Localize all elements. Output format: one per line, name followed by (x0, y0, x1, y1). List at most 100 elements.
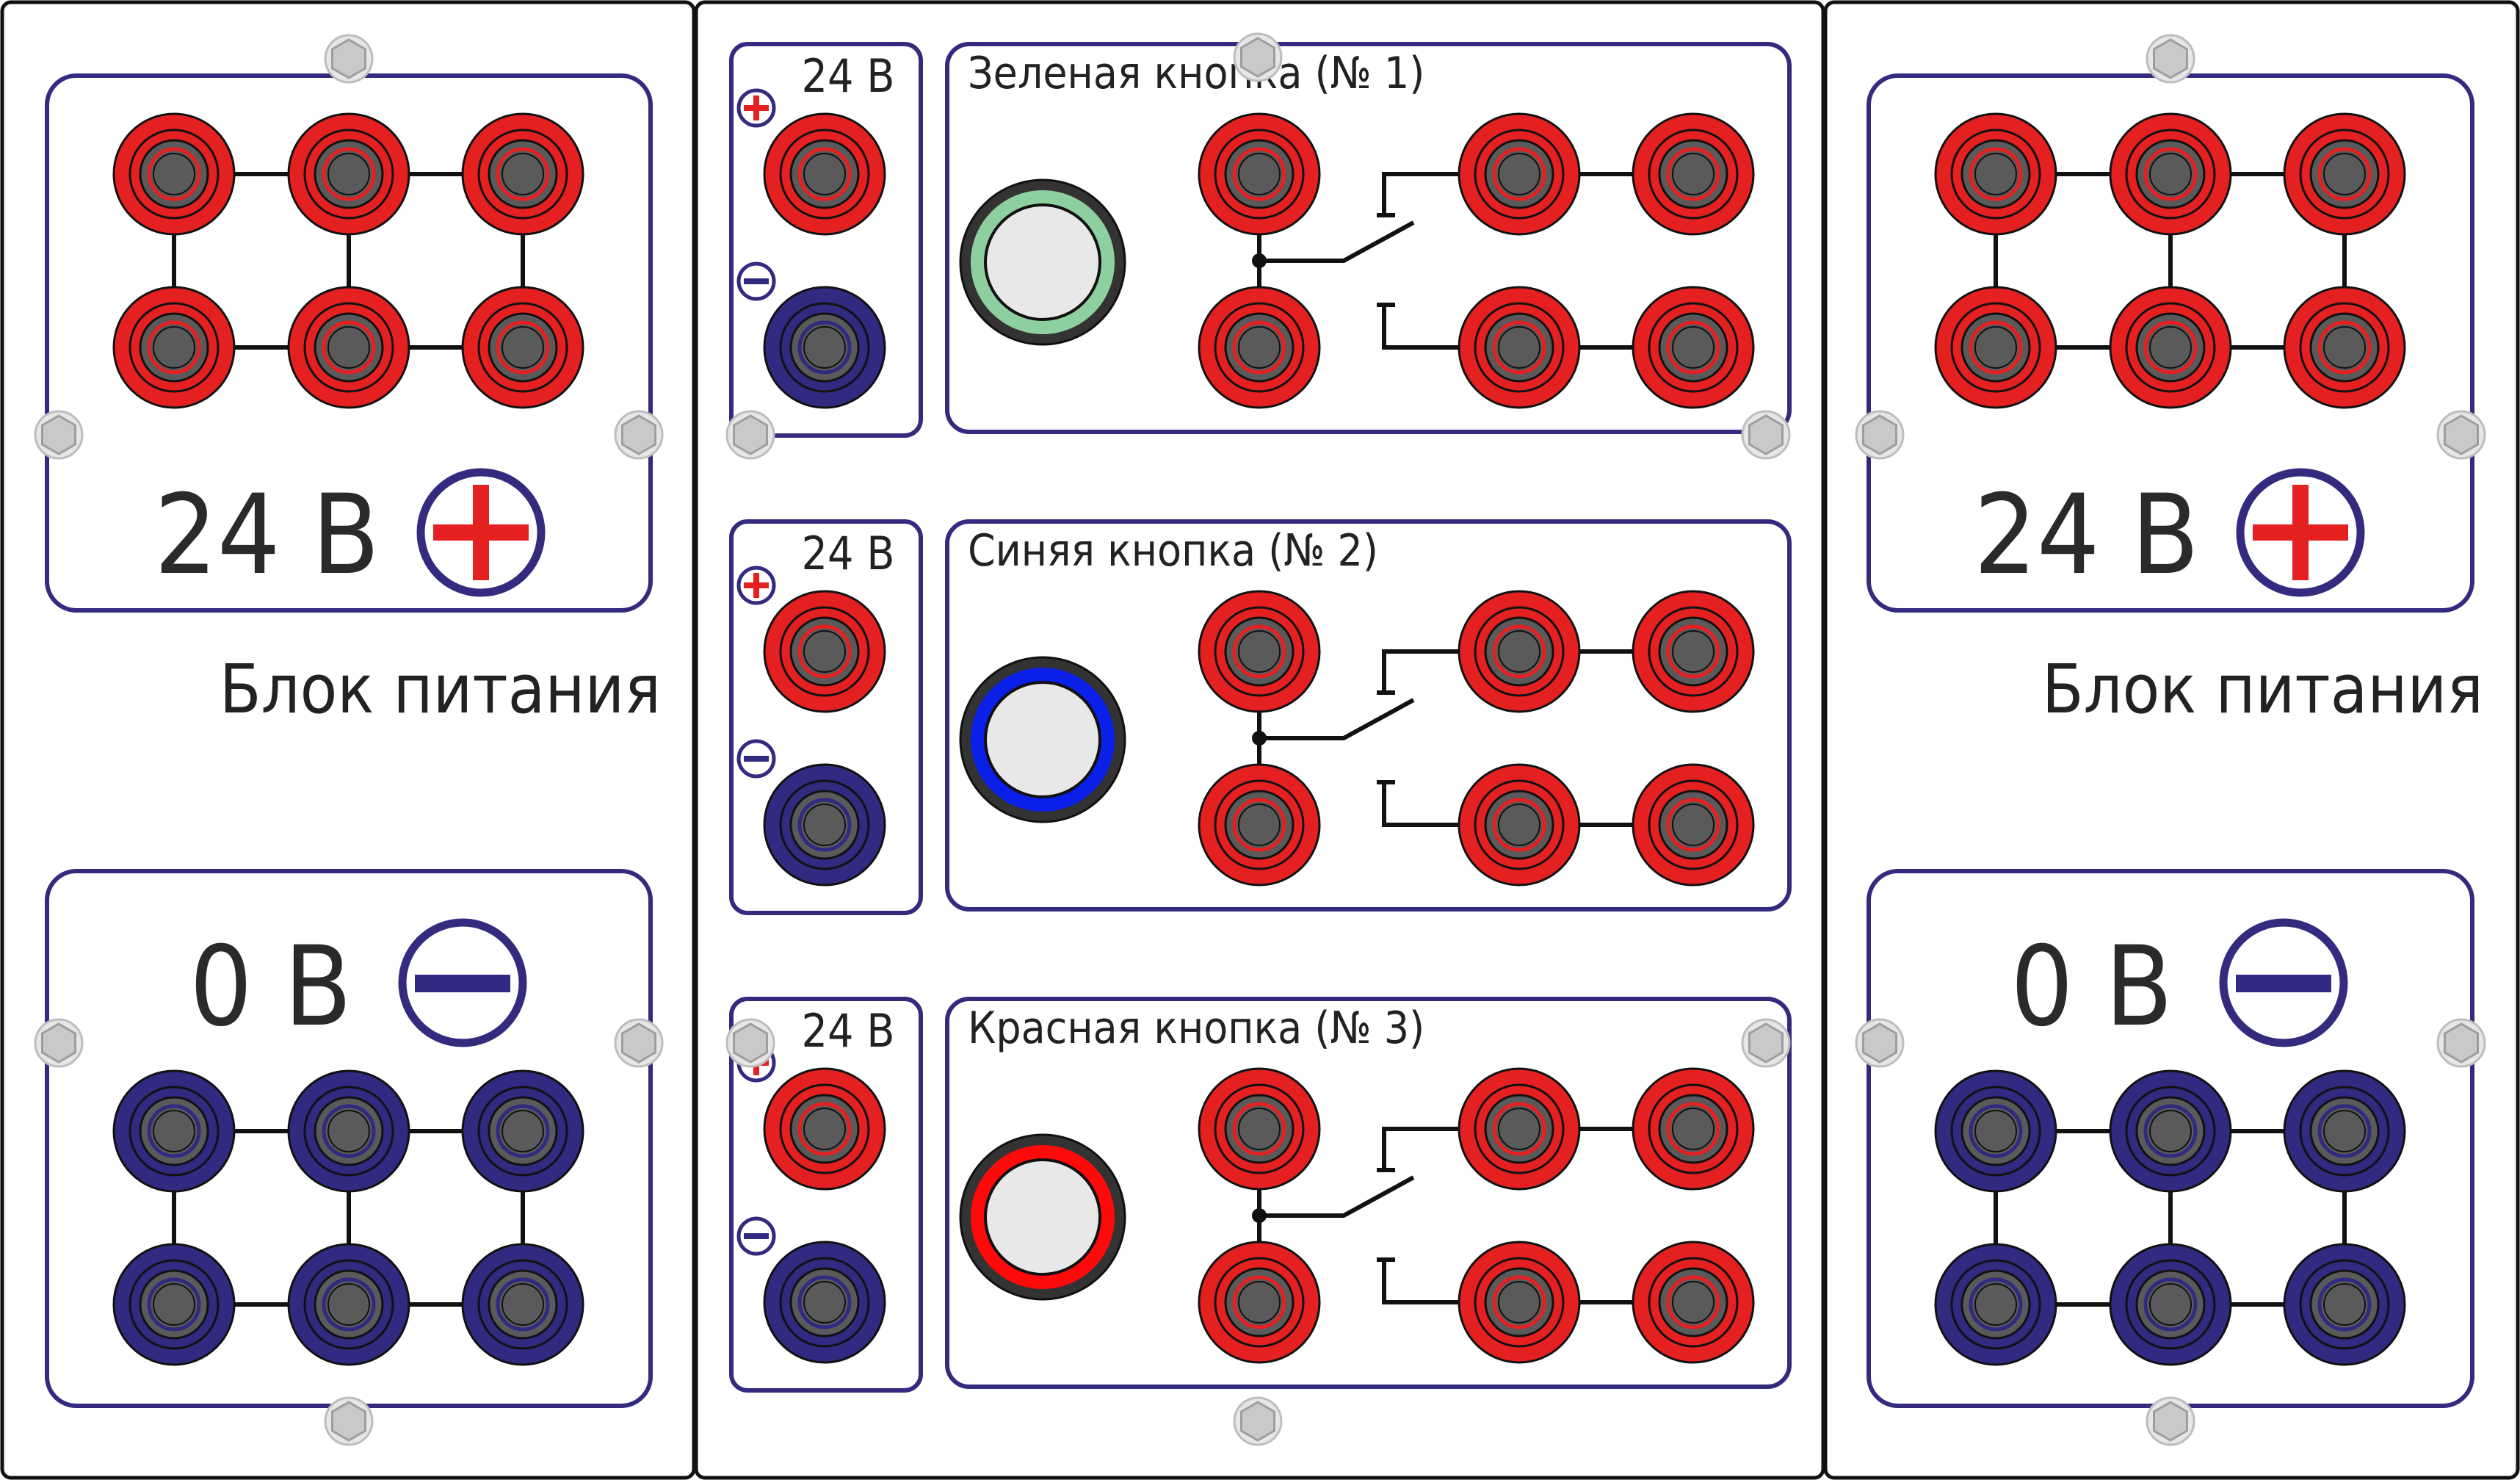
red-jack-socket[interactable] (1458, 1067, 1581, 1191)
screw-icon (2146, 1396, 2195, 1446)
red-jack-socket[interactable] (1458, 763, 1581, 887)
blue-jack-socket[interactable] (763, 1241, 886, 1364)
button-module-title: Зеленая кнопка (№ 1) (968, 48, 1424, 99)
minus-icon (736, 1216, 776, 1256)
red-jack-socket[interactable] (287, 112, 410, 236)
red-jack-socket[interactable] (1198, 1067, 1321, 1191)
blue-jack-socket[interactable] (287, 1069, 410, 1193)
power-block-left: 24 В Блок питания 0 В (45, 73, 661, 1408)
screw-icon (725, 1018, 775, 1068)
minus-icon (736, 261, 776, 301)
button-module-title: Синяя кнопка (№ 2) (968, 525, 1378, 577)
button-frame (945, 42, 1792, 434)
negative-voltage-label: 0 В (189, 923, 352, 1051)
red-jack-socket[interactable] (1198, 1241, 1321, 1364)
positive-jacks[interactable] (1934, 112, 2406, 409)
button-module-title: Красная кнопка (№ 3) (968, 1003, 1424, 1054)
blue-jack-socket[interactable] (461, 1069, 584, 1193)
red-jack-socket[interactable] (112, 286, 236, 409)
negative-voltage-label: 0 В (2010, 923, 2173, 1051)
green-push-button[interactable] (959, 178, 1126, 346)
blue-jack-socket[interactable] (287, 1243, 410, 1366)
screw-icon (614, 1018, 664, 1068)
minus-icon (736, 739, 776, 779)
red-jack-socket[interactable] (1632, 1241, 1755, 1364)
center-panel-frame (694, 0, 1825, 1480)
red-jack-socket[interactable] (1198, 590, 1321, 713)
red-jack-socket[interactable] (1458, 286, 1581, 409)
left-panel-frame (0, 0, 696, 1480)
red-jack-socket[interactable] (1934, 112, 2057, 236)
red-jack-socket[interactable] (2109, 286, 2232, 409)
blue-jack-socket[interactable] (2109, 1069, 2232, 1193)
button-frame (945, 997, 1792, 1389)
blue-jack-socket[interactable] (1934, 1069, 2057, 1193)
screw-icon (1233, 1396, 1283, 1446)
screw-icon (324, 34, 374, 84)
supply-frame (729, 519, 923, 915)
red-jack-socket[interactable] (763, 590, 886, 713)
positive-voltage-label: 24 В (154, 472, 380, 599)
button-module-2: 24 В Синяя кнопка (№ 2) (729, 519, 1792, 915)
plus-icon (2236, 468, 2365, 597)
red-jack-socket[interactable] (1632, 590, 1755, 713)
red-push-button[interactable] (959, 1133, 1126, 1301)
red-jack-socket[interactable] (1632, 112, 1755, 236)
red-jack-socket[interactable] (2109, 112, 2232, 236)
button-module-3: 24 В Красная кнопка (№ 3) (729, 997, 1792, 1393)
supply-frame (729, 997, 923, 1393)
red-jack-socket[interactable] (1458, 590, 1581, 713)
plus-icon (736, 88, 776, 128)
power-block-title: Блок питания (2042, 650, 2483, 729)
button-frame (945, 519, 1792, 912)
red-jack-socket[interactable] (1632, 286, 1755, 409)
positive-jacks[interactable] (112, 112, 584, 409)
button-modules: 24 В Зеленая кнопка (№ 1) 24 В Синяя кнопка… (729, 42, 1792, 1393)
blue-jack-socket[interactable] (461, 1243, 584, 1366)
red-jack-socket[interactable] (1458, 1241, 1581, 1364)
red-jack-socket[interactable] (1632, 1067, 1755, 1191)
red-jack-socket[interactable] (763, 112, 886, 236)
minus-icon (2219, 918, 2348, 1047)
red-jack-socket[interactable] (287, 286, 410, 409)
screw-icon (2436, 1018, 2486, 1068)
red-jack-socket[interactable] (1632, 763, 1755, 887)
mounting-screws (34, 32, 2486, 1446)
blue-jack-socket[interactable] (2283, 1243, 2406, 1366)
screw-icon (324, 1396, 374, 1446)
minus-icon (398, 918, 527, 1047)
button-module-1: 24 В Зеленая кнопка (№ 1) (729, 42, 1792, 438)
blue-jack-socket[interactable] (2109, 1243, 2232, 1366)
blue-push-button[interactable] (959, 656, 1126, 823)
blue-jack-socket[interactable] (112, 1243, 236, 1366)
red-jack-socket[interactable] (1458, 112, 1581, 236)
red-jack-socket[interactable] (2283, 286, 2406, 409)
blue-jack-socket[interactable] (1934, 1243, 2057, 1366)
red-jack-socket[interactable] (1198, 286, 1321, 409)
blue-jack-socket[interactable] (112, 1069, 236, 1193)
screw-icon (34, 1018, 84, 1068)
red-jack-socket[interactable] (1934, 286, 2057, 409)
red-jack-socket[interactable] (2283, 112, 2406, 236)
blue-jack-socket[interactable] (763, 763, 886, 887)
right-panel-frame (1823, 0, 2520, 1480)
screw-icon (1855, 410, 1905, 460)
screw-icon (1741, 1018, 1791, 1068)
screw-icon (2436, 410, 2486, 460)
supply-frame (729, 42, 923, 438)
red-jack-socket[interactable] (461, 112, 584, 236)
positive-voltage-label: 24 В (1974, 472, 2199, 599)
red-jack-socket[interactable] (1198, 112, 1321, 236)
screw-icon (1233, 32, 1283, 82)
screw-icon (2146, 34, 2195, 84)
screw-icon (725, 410, 775, 460)
blue-jack-socket[interactable] (763, 286, 886, 409)
blue-jack-socket[interactable] (2283, 1069, 2406, 1193)
red-jack-socket[interactable] (1198, 763, 1321, 887)
red-jack-socket[interactable] (461, 286, 584, 409)
negative-jacks[interactable] (1934, 1069, 2406, 1366)
red-jack-socket[interactable] (763, 1067, 886, 1191)
negative-jacks[interactable] (112, 1069, 584, 1366)
red-jack-socket[interactable] (112, 112, 236, 236)
